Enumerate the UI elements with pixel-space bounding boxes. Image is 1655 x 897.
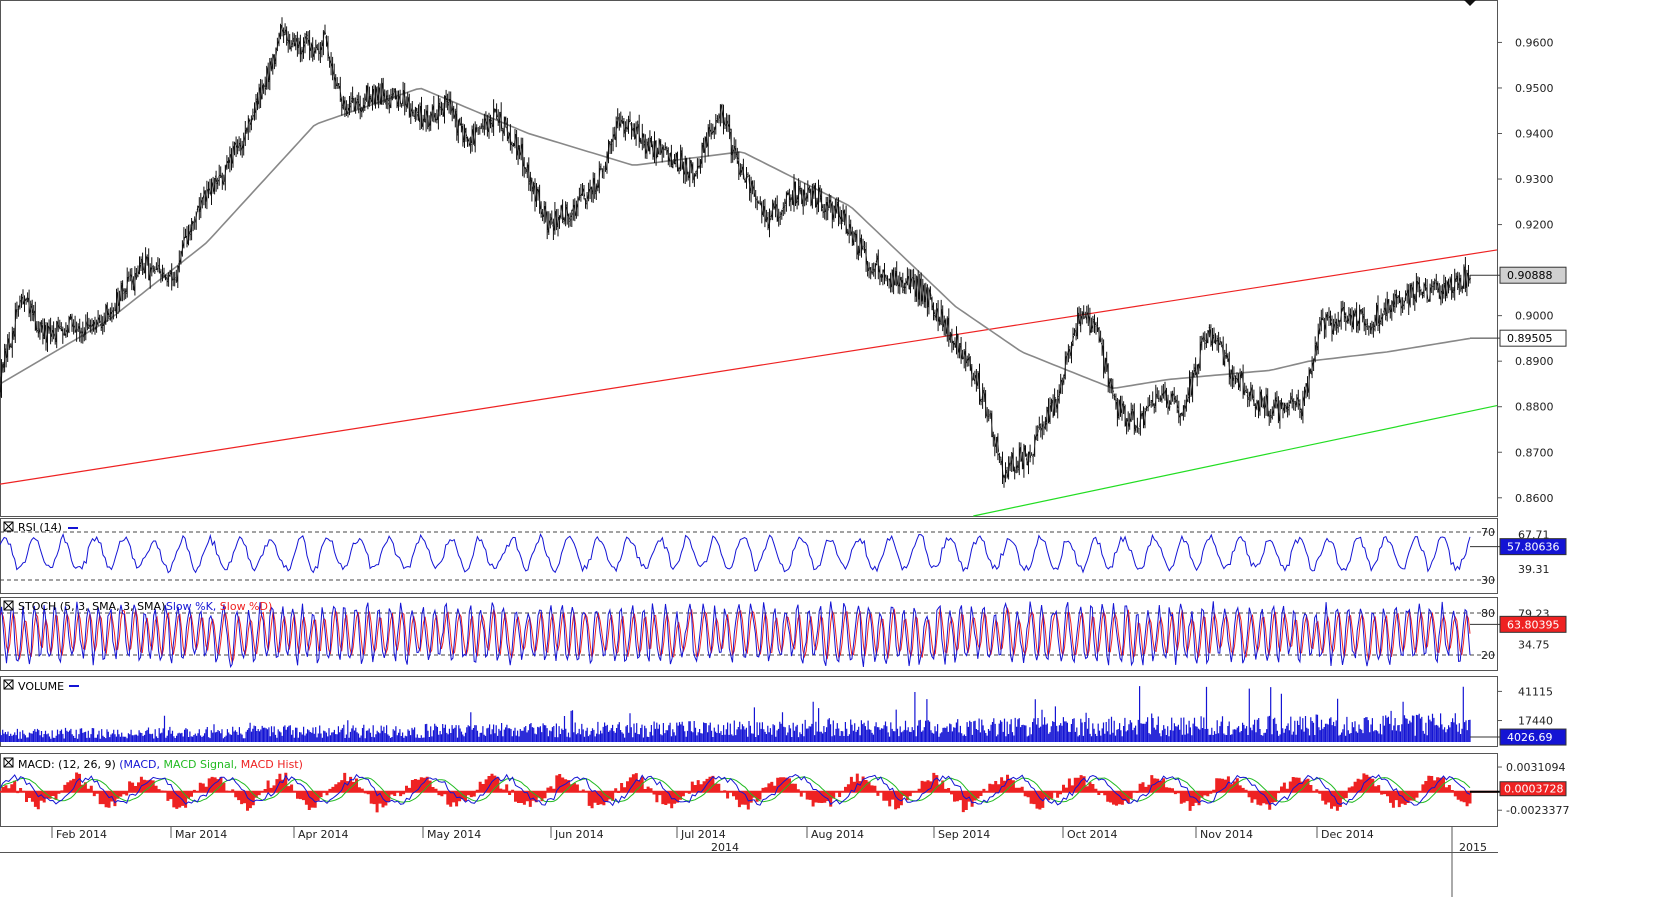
price-axis-label: 0.9500 [1515,82,1554,95]
last-price-tag-label: 0.90888 [1507,269,1553,282]
month-label: Feb 2014 [56,828,107,841]
price-axis: 0.9600 0.9500 0.9400 0.9300 0.9200 0.9000 0.89… [1497,36,1554,505]
macd-title: MACD: (12, 26, 9) (MACD, MACD Signal, MA… [18,758,303,771]
moving-average-line [0,87,1471,390]
stoch-level-label: 80 [1481,607,1495,620]
volume-last-tag-box [1499,728,1567,746]
macd-body: 0.0031094 -0.0023377 0.0003728 [0,761,1569,817]
volume-panel-frame [0,676,1498,747]
price-tags: 0.90888 0.89505 [1470,266,1567,347]
month-label: Oct 2014 [1067,828,1118,841]
macd-last-label: 0.0003728 [1504,783,1564,796]
volume-close-x-icon [3,679,14,690]
volume-body: 41115 17440 4026.69 [0,685,1567,746]
price-axis-label: 0.9400 [1515,128,1554,141]
macd-signal-line [0,776,1471,804]
price-axis-label: 0.9600 [1515,36,1554,49]
macd-histogram [1,772,1472,813]
scroll-marker-icon[interactable] [1464,0,1476,6]
month-label: Dec 2014 [1321,828,1374,841]
trendline [973,404,1498,517]
rsi-last-tag-label: 57.80636 [1507,541,1560,554]
month-label: Mar 2014 [175,828,227,841]
candles-up [0,23,1472,483]
rsi-level-label: 70 [1481,526,1495,539]
price-axis-label: 0.8600 [1515,492,1554,505]
year-label: 2014 [711,841,739,854]
macd-axis-label: 0.0031094 [1506,761,1566,774]
stoch-d-label: Slow %D) [220,600,272,613]
stoch-last-tag-label: 63.80395 [1507,618,1560,631]
price-axis-label: 0.8700 [1515,446,1554,459]
macd-legend-signal: MACD Signal, [164,758,238,771]
stoch-last-tag-box [1499,615,1567,633]
time-axis: Feb 2014 Mar 2014 Apr 2014 May 2014 Jun 2014… [0,826,1498,897]
stoch-panel-frame [0,597,1498,671]
stoch-title: STOCH (5, 3, SMA, 3, SMA) Slow %K, Slow … [18,600,272,613]
rsi-title: RSI (14) [18,521,62,534]
rsi-min-label: 39.31 [1518,563,1550,576]
volume-axis-label: 41115 [1518,685,1553,698]
ma-line [0,87,1471,390]
rsi-line [0,532,1471,574]
rsi-header: RSI (14) [3,521,78,534]
stoch-level-label: 20 [1481,649,1495,662]
macd-header: MACD: (12, 26, 9) (MACD, MACD Signal, MA… [3,757,303,771]
price-axis-label: 0.8900 [1515,355,1554,368]
macd-close-x-icon [3,757,14,768]
volume-axis-label: 17440 [1518,715,1553,728]
price-panel: 0.9600 0.9500 0.9400 0.9300 0.9200 0.9000 0.89… [0,0,1567,517]
macd-legend-macd: (MACD, [119,758,160,771]
volume-panel: 41115 17440 4026.69 VOLUME [0,676,1567,747]
month-label: Jun 2014 [554,828,604,841]
price-axis-label: 0.8800 [1515,401,1554,414]
month-label: Jul 2014 [680,828,726,841]
macd-legend-hist: MACD Hist) [241,758,303,771]
volume-title: VOLUME [18,680,64,693]
candlesticks [0,17,1472,488]
trendlines [0,249,1498,517]
macd-panel: 0.0031094 -0.0023377 0.0003728 MACD: (12, … [0,753,1569,827]
stoch-k-label: Slow %K, [166,600,216,613]
month-label: Aug 2014 [811,828,864,841]
price-panel-frame [0,0,1498,517]
price-axis-label: 0.9000 [1515,310,1554,323]
month-label: Nov 2014 [1200,828,1253,841]
stoch-min-label: 34.75 [1518,639,1550,652]
rsi-level-label: 30 [1481,574,1495,587]
rsi-panel-frame [0,518,1498,594]
stoch-close-x-icon [3,600,14,611]
price-axis-label: 0.9300 [1515,173,1554,186]
ma-value-tag-label: 0.89505 [1507,332,1553,345]
stoch-k-line [0,601,1471,669]
year-label: 2015 [1459,841,1487,854]
month-label: May 2014 [427,828,481,841]
trendline [0,249,1498,485]
macd-last-box [1499,781,1567,797]
candles-down [0,17,1470,488]
macd-title-main: MACD: (12, 26, 9) [18,758,116,771]
volume-header: VOLUME [3,679,79,693]
stoch-title-main: STOCH (5, 3, SMA, 3, SMA) [18,600,165,613]
price-axis-label: 0.9200 [1515,219,1554,232]
month-label: Apr 2014 [298,828,349,841]
volume-last-tag-label: 4026.69 [1507,731,1553,744]
month-label: Sep 2014 [938,828,990,841]
rsi-close-x-icon [3,521,14,532]
volume-bars [0,686,1471,742]
macd-line [0,773,1471,807]
last-price-tag-box [1499,266,1567,284]
macd-axis-label: -0.0023377 [1506,804,1569,817]
rsi-last-tag-box [1499,538,1567,556]
ma-value-tag-box [1499,329,1567,347]
stoch-header: STOCH (5, 3, SMA, 3, SMA) Slow %K, Slow … [3,600,272,613]
